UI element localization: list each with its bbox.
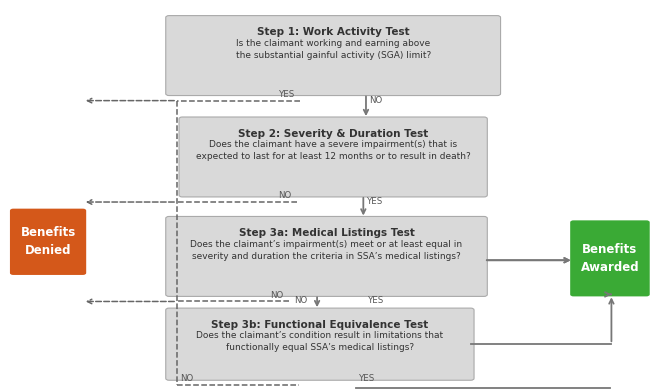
Text: YES: YES: [359, 374, 376, 383]
Text: NO: NO: [180, 374, 193, 383]
Text: Benefits
Denied: Benefits Denied: [21, 226, 76, 257]
Text: YES: YES: [367, 296, 384, 305]
Text: Benefits
Awarded: Benefits Awarded: [581, 243, 639, 274]
Text: Step 1: Work Activity Test: Step 1: Work Activity Test: [257, 27, 410, 37]
Text: YES: YES: [367, 197, 383, 206]
FancyBboxPatch shape: [166, 16, 501, 96]
FancyBboxPatch shape: [166, 216, 487, 296]
Text: Step 2: Severity & Duration Test: Step 2: Severity & Duration Test: [238, 129, 428, 139]
FancyBboxPatch shape: [570, 220, 650, 296]
Text: NO: NO: [294, 296, 307, 305]
Text: Step 3b: Functional Equivalence Test: Step 3b: Functional Equivalence Test: [211, 320, 428, 330]
Text: YES: YES: [278, 90, 295, 99]
Text: Does the claimant’s condition result in limitations that
functionally equal SSA’: Does the claimant’s condition result in …: [196, 332, 444, 352]
Text: NO: NO: [369, 96, 383, 105]
Text: Does the claimant’s impairment(s) meet or at least equal in
severity and duratio: Does the claimant’s impairment(s) meet o…: [190, 240, 463, 261]
Text: NO: NO: [271, 291, 284, 300]
FancyBboxPatch shape: [179, 117, 487, 197]
FancyBboxPatch shape: [166, 308, 474, 380]
Text: Step 3a: Medical Listings Test: Step 3a: Medical Listings Test: [239, 228, 414, 238]
Text: NO: NO: [278, 191, 292, 200]
Text: Is the claimant working and earning above
the substantial gainful activity (SGA): Is the claimant working and earning abov…: [235, 39, 431, 60]
Text: Does the claimant have a severe impairment(s) that is
expected to last for at le: Does the claimant have a severe impairme…: [196, 140, 471, 161]
FancyBboxPatch shape: [10, 209, 86, 275]
